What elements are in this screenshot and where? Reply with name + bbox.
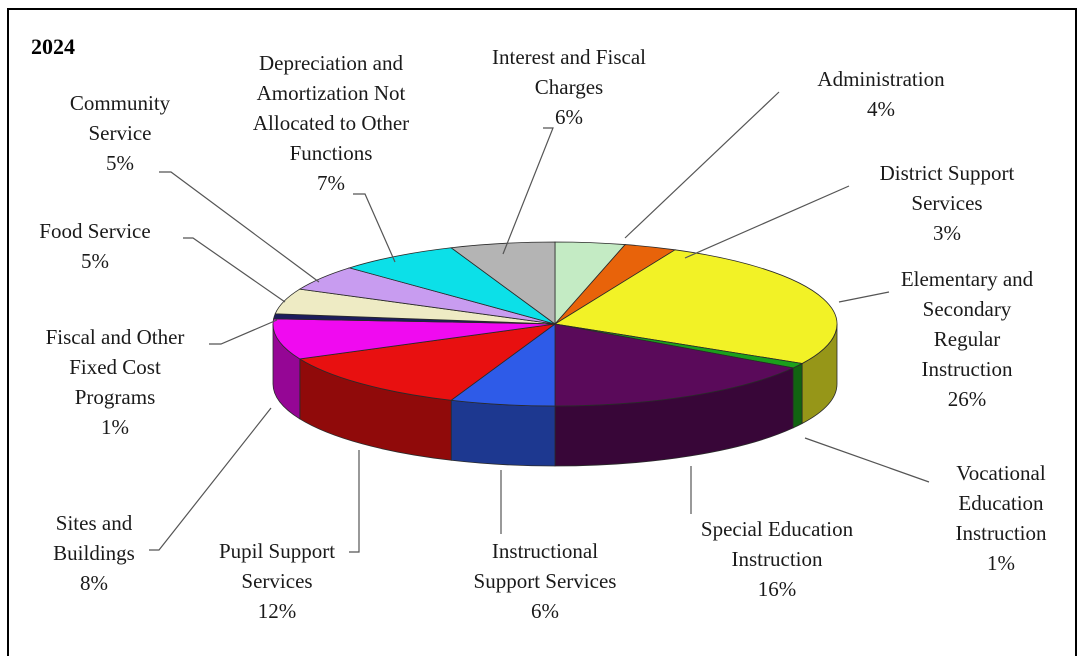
slice-label-line: Special Education [701,517,854,541]
slice-label-1: District Support Services 3% [880,161,1015,245]
slice-label-line: Service [89,121,152,145]
leader-line-8 [209,319,278,345]
pie-slice-4 [554,323,795,407]
slice-label-line: Sites and [56,511,133,535]
slice-label-line: District Support [880,161,1015,185]
leader-line-3 [804,437,930,483]
slice-label-line: Pupil Support [219,539,335,563]
pie-slice-12 [450,241,556,325]
pie-chart: 2024 Administration 4% District Support Ser… [31,34,1047,623]
slice-label-line: 12% [258,599,297,623]
pie-sides [272,323,838,467]
slice-label-line: Regular [934,327,1000,351]
slice-label-line: Programs [75,385,156,409]
slice-label-line: Fixed Cost [69,355,161,379]
slice-label-2: Elementary and Secondary Regular Instructio… [901,267,1034,411]
slice-label-line: Services [241,569,312,593]
leader-line-1 [684,185,850,259]
slice-label-0: Administration 4% [817,67,945,121]
pie-slice-11 [348,247,556,325]
slice-label-line: Interest and Fiscal [492,45,646,69]
slice-label-line: Administration [817,67,945,91]
slice-label-line: 5% [106,151,134,175]
leader-line-6 [349,450,360,553]
slice-label-line: 8% [80,571,108,595]
slice-label-line: Fiscal and Other [46,325,185,349]
slice-label-line: 6% [531,599,559,623]
leader-line-7 [149,407,272,551]
leader-lines [149,91,930,553]
slice-label-line: 5% [81,249,109,273]
pie-side-5 [450,399,556,467]
slice-label-line: Education [958,491,1044,515]
slice-label-line: 3% [933,221,961,245]
slice-label-line: Support Services [474,569,617,593]
slice-label-line: Food Service [39,219,150,243]
leader-line-12 [502,127,554,255]
slice-label-8: Fiscal and Other Fixed Cost Programs 1% [46,325,185,439]
slice-label-line: Depreciation and [259,51,404,75]
slice-label-line: Instruction [922,357,1013,381]
slice-label-5: Instructional Support Services 6% [474,539,617,623]
slice-label-line: Charges [535,75,603,99]
chart-frame: 2024 Administration 4% District Support Ser… [7,8,1077,656]
slice-label-line: Allocated to Other [253,111,409,135]
slice-label-line: 16% [758,577,797,601]
slice-label-10: Community Service 5% [70,91,171,175]
slice-label-4: Special Education Instruction 16% [701,517,854,601]
leader-line-0 [624,91,780,239]
slice-label-6: Pupil Support Services 12% [219,539,335,623]
slice-label-3: Vocational Education Instruction 1% [956,461,1047,575]
slice-label-line: Community [70,91,171,115]
slice-labels: Administration 4% District Support Services… [39,45,1047,623]
slice-label-line: Functions [290,141,373,165]
slice-label-line: Amortization Not [257,81,406,105]
slice-label-line: 1% [101,415,129,439]
slice-label-line: Instructional [492,539,598,563]
slice-label-line: 4% [867,97,895,121]
slice-label-12: Interest and Fiscal Charges 6% [492,45,646,129]
slice-label-line: Vocational [956,461,1046,485]
leader-line-11 [353,193,396,263]
leader-line-9 [183,237,286,303]
slice-label-line: 26% [948,387,987,411]
slice-label-line: Secondary [923,297,1012,321]
pie-slice-6 [298,323,556,401]
pie-tops [272,241,838,407]
slice-label-line: Services [911,191,982,215]
pie-slice-7 [272,318,556,360]
slice-label-line: Instruction [956,521,1047,545]
chart-title: 2024 [31,34,75,59]
slice-label-line: 1% [987,551,1015,575]
leader-line-2 [838,291,890,303]
slice-label-line: 6% [555,105,583,129]
slice-label-line: Buildings [53,541,135,565]
slice-label-line: 7% [317,171,345,195]
slice-label-11: Depreciation and Amortization Not Allocate… [253,51,409,195]
slice-label-7: Sites and Buildings 8% [53,511,135,595]
slice-label-line: Elementary and [901,267,1034,291]
slice-label-line: Instruction [732,547,823,571]
leader-line-10 [159,171,320,283]
pie-side-3 [792,362,803,429]
slice-label-9: Food Service 5% [39,219,150,273]
